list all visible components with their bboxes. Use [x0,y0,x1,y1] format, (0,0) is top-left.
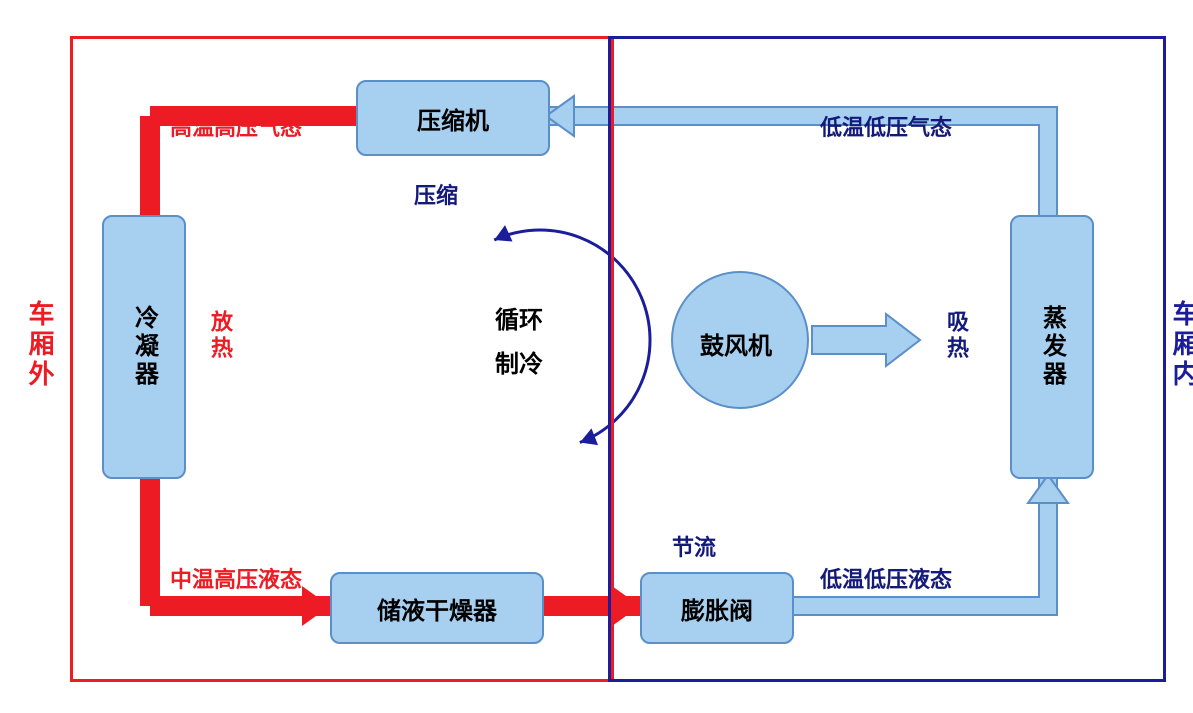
node-label-dryer: 储液干燥器 [377,591,497,626]
flow-label-lp_liq: 低温低压液态 [820,562,952,594]
node-sub-condenser: 放热 [204,310,236,362]
flow-label-hp_liq: 中温高压液态 [170,562,302,594]
node-condenser: 冷凝器 [102,215,186,479]
node-label-condenser: 冷凝器 [127,305,162,389]
node-expansion: 膨胀阀 [640,572,794,644]
frame-label-right: 车厢内 [1166,300,1193,390]
node-compressor: 压缩机 [356,80,550,156]
node-label-evaporator: 蒸发器 [1035,305,1070,389]
flow-label-hp_gas: 高温高压气态 [170,110,302,142]
node-dryer: 储液干燥器 [330,572,544,644]
center-line1: 循环 [495,300,543,335]
flow-label-lp_gas: 低温低压气态 [820,110,952,142]
node-sub-evaporator: 吸热 [940,310,972,362]
frame-label-left: 车厢外 [22,300,59,390]
node-label-expansion: 膨胀阀 [681,591,753,626]
node-sub-compressor: 压缩 [414,178,458,210]
center-line2: 制冷 [495,344,543,379]
node-label-blower: 鼓风机 [700,326,772,361]
node-evaporator: 蒸发器 [1010,215,1094,479]
node-label-compressor: 压缩机 [417,101,489,136]
node-sub-expansion: 节流 [672,530,716,562]
